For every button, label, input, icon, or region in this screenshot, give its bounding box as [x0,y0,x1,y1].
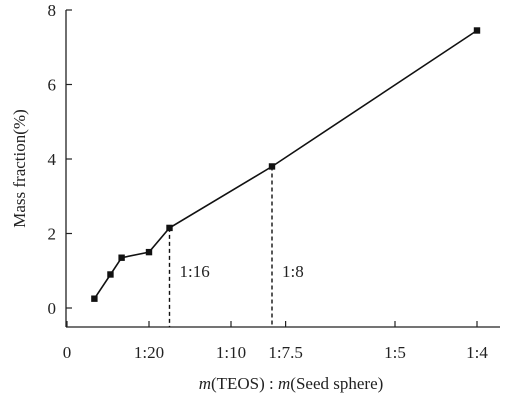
annotations: 1:16 1:8 [180,262,304,281]
y-axis-title: Mass fraction(%) [10,109,29,228]
y-ticks: 0 2 4 6 8 [48,1,72,318]
x-tick-label: 1:5 [384,343,406,362]
x-axis-title-italic-2: m [278,374,290,393]
data-point [107,271,114,278]
series [91,27,481,302]
guide-lines [168,166,273,327]
series-line [93,29,478,300]
data-point [91,295,98,302]
data-point [166,224,173,232]
x-tick-label: 1:20 [134,343,164,362]
y-tick-label: 2 [48,225,57,244]
x-axis-title: m(TEOS) : m(Seed sphere) [199,374,384,393]
data-point [145,248,153,256]
x-tick-label: 1:10 [216,343,246,362]
x-axis-title-part1: (TEOS) : [211,374,278,393]
x-tick-label: 1:4 [466,343,488,362]
x-tick-label: 0 [63,343,72,362]
y-tick-label: 4 [48,150,57,169]
data-point [268,163,276,170]
x-axis-title-italic: m [199,374,211,393]
x-tick-label: 1:7.5 [268,343,302,362]
x-axis-title-part2: (Seed sphere) [290,374,383,393]
annotation-label: 1:16 [180,262,210,281]
y-tick-label: 0 [48,299,57,318]
y-tick-label: 8 [48,1,57,20]
data-point [473,27,481,34]
y-tick-label: 6 [48,76,57,95]
data-point [118,254,125,261]
axes [65,10,500,328]
x-ticks: 0 1:20 1:10 1:7.5 1:5 1:4 [63,321,488,362]
annotation-label: 1:8 [282,262,304,281]
